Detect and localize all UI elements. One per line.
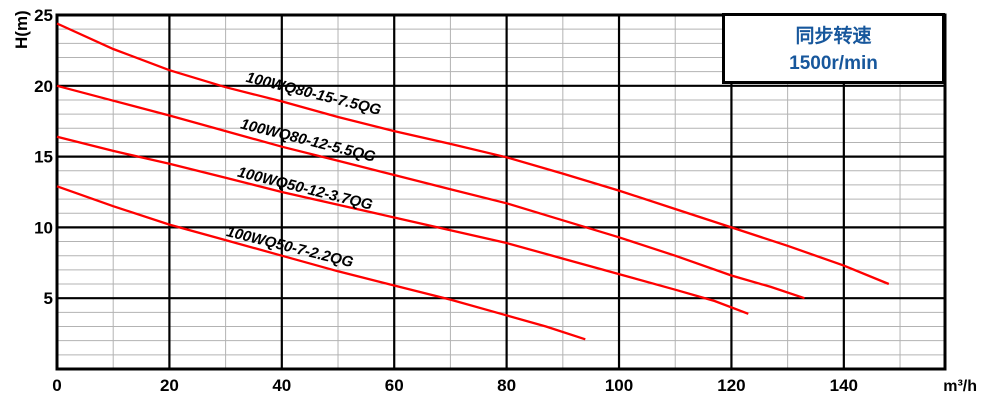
pump-curve-3	[56, 135, 749, 315]
y-tick-label: 5	[44, 289, 53, 308]
x-tick-label: 20	[160, 376, 179, 395]
legend-box: 同步转速 1500r/min	[722, 13, 945, 84]
x-tick-label: 100	[605, 376, 633, 395]
y-tick-label: 15	[34, 148, 53, 167]
y-tick-label: 10	[34, 218, 53, 237]
y-tick-label: 25	[34, 6, 53, 25]
x-tick-label: 80	[497, 376, 516, 395]
x-tick-label: 40	[272, 376, 291, 395]
x-tick-label: 140	[830, 376, 858, 395]
curve-label-1: 100WQ80-15-7.5QG	[244, 69, 383, 119]
curve-label-4: 100WQ50-7-2.2QG	[225, 223, 356, 271]
pump-curve-1	[56, 22, 890, 286]
plot-border	[55, 13, 947, 371]
y-axis-title: H(m)	[12, 10, 31, 49]
legend-sync-speed-label: 同步转速	[795, 26, 872, 47]
y-tick-label: 20	[34, 77, 53, 96]
x-axis-unit-label: m³/h	[943, 378, 977, 395]
pump-curve-2	[56, 84, 805, 300]
x-tick-label: 120	[717, 376, 745, 395]
legend-speed-value: 1500r/min	[789, 53, 878, 74]
x-tick-label: 0	[52, 376, 61, 395]
pump-curve-4	[56, 185, 586, 341]
curve-label-3: 100WQ50-12-3.7QG	[236, 164, 375, 214]
x-tick-label: 60	[385, 376, 404, 395]
